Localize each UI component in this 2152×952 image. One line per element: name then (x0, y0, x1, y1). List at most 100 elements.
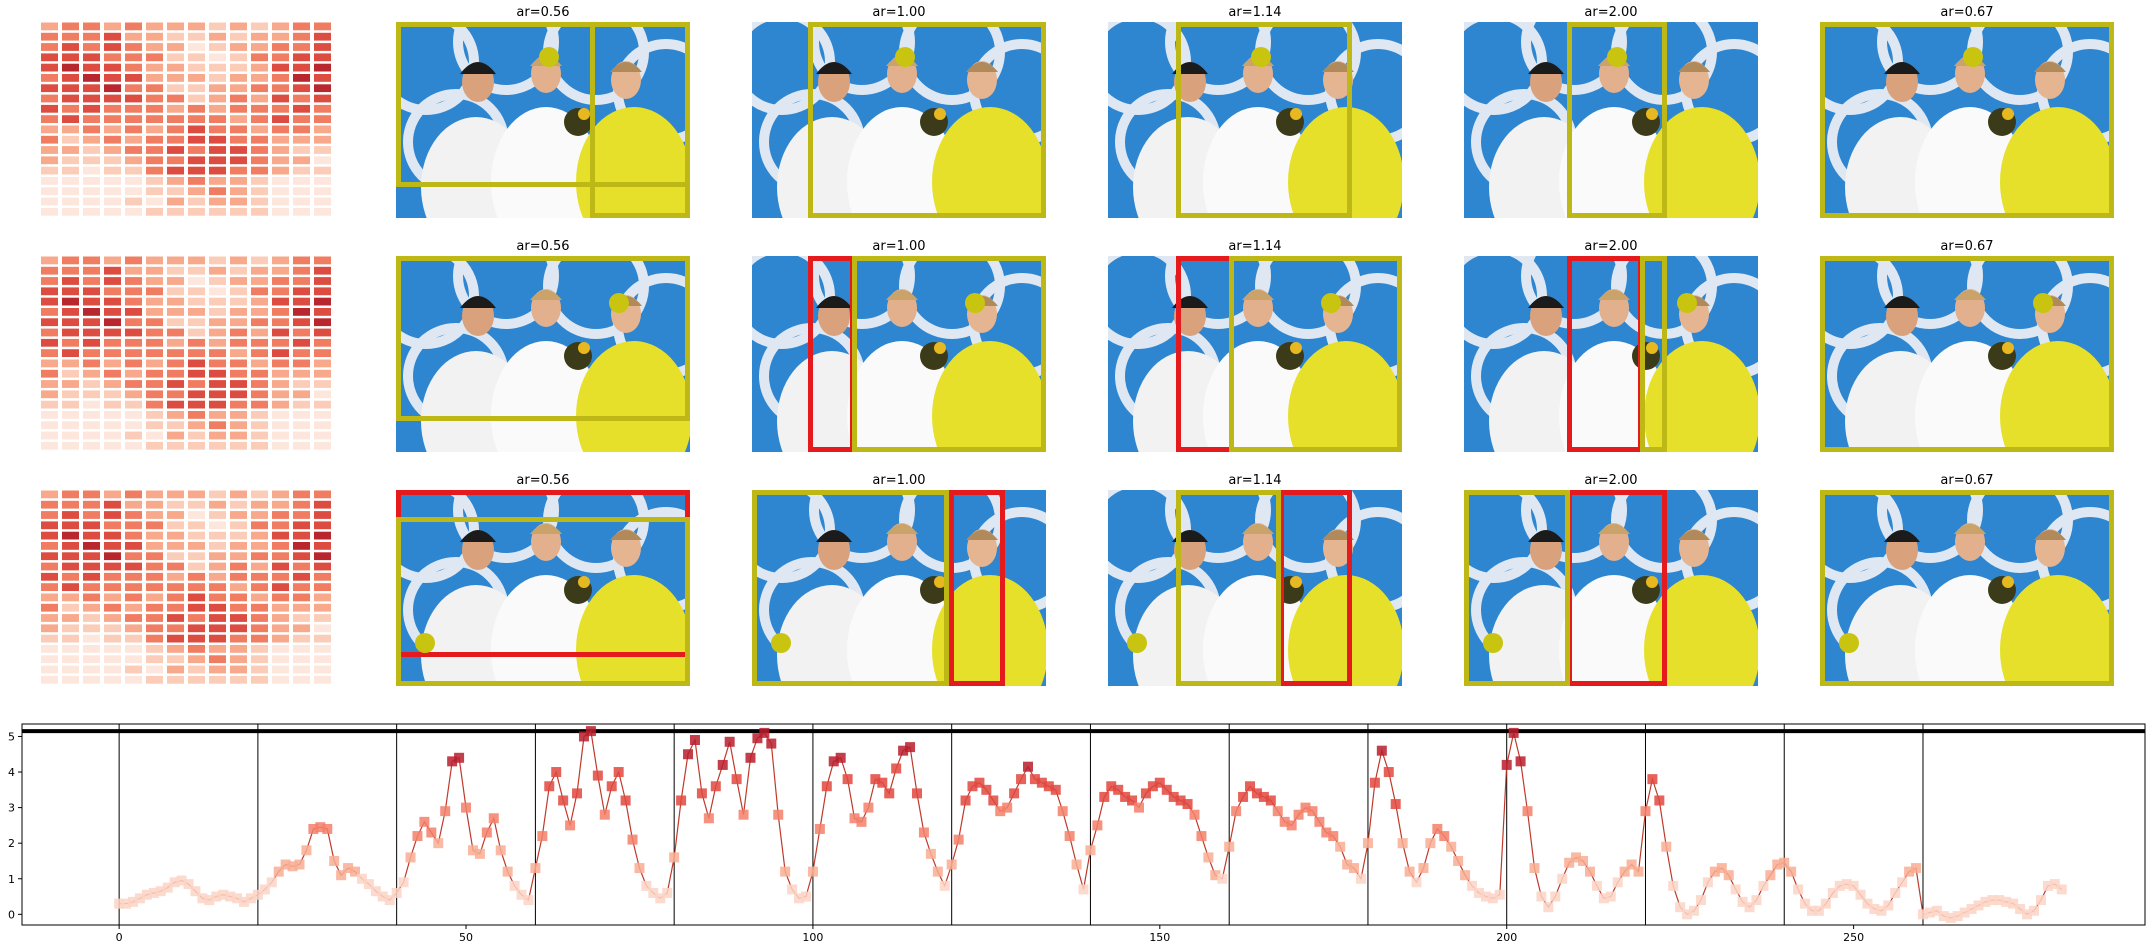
photo-panel (1464, 22, 1758, 218)
data-point (1571, 852, 1582, 863)
data-point (1501, 759, 1512, 770)
data-point (1931, 905, 1942, 916)
data-point (932, 866, 943, 877)
data-point (1418, 863, 1429, 874)
data-point (1578, 855, 1589, 866)
photo-panel (1464, 490, 1758, 686)
data-point (780, 866, 791, 877)
crop-box-yellow (1175, 490, 1282, 686)
data-point (828, 756, 839, 767)
data-point (849, 813, 860, 824)
data-point (2049, 879, 2060, 890)
data-point (370, 886, 381, 897)
data-point (474, 848, 485, 859)
data-point (1085, 845, 1096, 856)
data-point (669, 852, 680, 863)
data-point (1078, 884, 1089, 895)
data-point (405, 852, 416, 863)
data-point (2042, 880, 2053, 891)
data-point (905, 742, 916, 753)
data-point (1411, 877, 1422, 888)
data-point (245, 893, 256, 904)
data-point (565, 820, 576, 831)
data-point (252, 889, 263, 900)
focus-point-dot (538, 47, 559, 68)
data-point (544, 781, 555, 792)
data-point (1245, 781, 1256, 792)
crop-box-yellow (851, 256, 1046, 452)
data-point (1800, 898, 1811, 909)
data-point (1224, 841, 1235, 852)
data-point (1043, 781, 1054, 792)
photo-panel (1820, 256, 2114, 452)
data-point (1834, 880, 1845, 891)
data-point (717, 759, 728, 770)
data-point (155, 886, 166, 897)
data-point (162, 882, 173, 893)
data-point (1647, 774, 1658, 785)
data-point (1376, 745, 1387, 756)
data-point (426, 827, 437, 838)
data-point (752, 733, 763, 744)
panel-title: ar=2.00 (1584, 239, 1638, 254)
data-point (1820, 898, 1831, 909)
photo-panel (752, 490, 1046, 686)
data-point (939, 880, 950, 891)
data-point (1189, 809, 1200, 820)
data-point (1182, 799, 1193, 810)
focus-point-dot (1483, 632, 1504, 653)
panel-title: ar=2.00 (1584, 473, 1638, 488)
crop-box-red (807, 256, 855, 452)
data-point (1730, 884, 1741, 895)
crop-box-yellow (590, 22, 690, 218)
photo-panel (1820, 490, 2114, 686)
data-point (232, 893, 243, 904)
data-point (1564, 857, 1575, 868)
data-point (1064, 831, 1075, 842)
saliency-heatmap (40, 22, 334, 218)
data-point (1779, 857, 1790, 868)
data-point (1009, 788, 1020, 799)
data-point (447, 756, 458, 767)
data-point (1016, 774, 1027, 785)
data-point (218, 889, 229, 900)
data-point (1390, 799, 1401, 810)
focus-point-dot (415, 632, 436, 653)
data-point (1640, 806, 1651, 817)
panel-title: ar=1.14 (1228, 239, 1282, 254)
data-point (1654, 795, 1665, 806)
data-point (294, 859, 305, 870)
data-point (1293, 809, 1304, 820)
data-point (128, 896, 139, 907)
data-point (794, 893, 805, 904)
x-tick-label: 100 (802, 931, 823, 944)
crop-box-red (1566, 256, 1644, 452)
data-point (1744, 902, 1755, 913)
data-point (925, 848, 936, 859)
crop-box-yellow (1820, 22, 2114, 218)
data-point (1855, 889, 1866, 900)
data-point (1661, 841, 1672, 852)
x-tick-label: 50 (459, 931, 473, 944)
data-point (1945, 912, 1956, 923)
data-point (1300, 802, 1311, 813)
saliency-heatmap (40, 256, 334, 452)
data-point (1362, 838, 1373, 849)
photo-panel (396, 22, 690, 218)
data-point (121, 898, 132, 909)
panel-title: ar=0.67 (1940, 473, 1994, 488)
data-point (398, 877, 409, 888)
data-point (1036, 777, 1047, 788)
data-point (1550, 891, 1561, 902)
data-point (377, 891, 388, 902)
data-point (433, 838, 444, 849)
data-point (1772, 859, 1783, 870)
data-point (412, 831, 423, 842)
panel-title: ar=0.56 (516, 473, 570, 488)
data-point (1536, 891, 1547, 902)
data-point (814, 823, 825, 834)
photo-panel (1820, 22, 2114, 218)
data-point (2015, 903, 2026, 914)
data-point (1022, 761, 1033, 772)
data-point (1203, 852, 1214, 863)
